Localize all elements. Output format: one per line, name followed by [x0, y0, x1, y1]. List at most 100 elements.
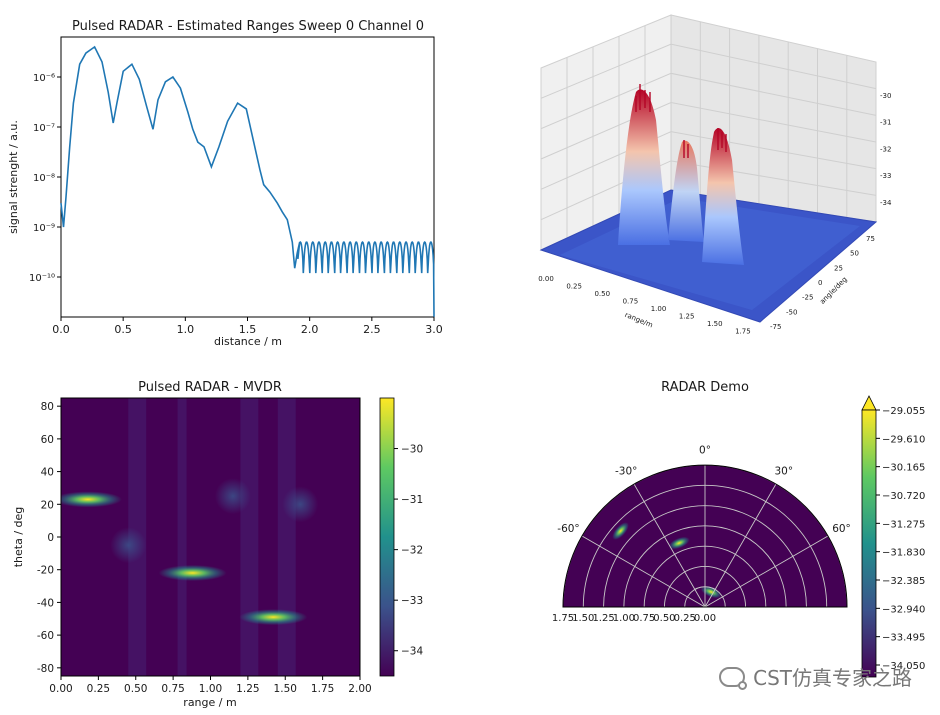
surface-3d-chart: 0.00 0.25 0.50 0.75 1.00 1.25 1.50 1.75 -75 -50 -2… [538, 14, 892, 335]
chart3-ytick-label: 20 [41, 499, 54, 511]
surface-ztick-label: -30 [880, 92, 891, 100]
polar-radial-label: 1.00 [613, 613, 635, 624]
polar-angle-label: -60° [557, 523, 579, 535]
surface-ytick-label: 0 [818, 279, 822, 287]
chart3-xtick-label: 1.25 [236, 683, 259, 695]
chart1-xtick-label: 1.5 [239, 323, 257, 336]
surface-xtick-label: 1.75 [735, 327, 751, 335]
polar-colorbar-tick-label: −34.050 [882, 661, 925, 672]
surface-ytick-label: -50 [786, 308, 797, 316]
chart3-xtick-label: 1.75 [311, 683, 334, 695]
surface-xtick-label: 1.00 [651, 305, 667, 313]
surface-ytick-label: 75 [866, 235, 875, 243]
surface-ytick-label: 50 [850, 250, 859, 258]
surface-gridline [540, 43, 877, 99]
surface-peak-3 [702, 128, 744, 265]
chart3-colorbar-tick-label: −33 [401, 595, 423, 607]
polar-colorbar-tick-label: −31.275 [882, 519, 925, 530]
chart1-xtick-label: 2.0 [301, 323, 319, 336]
polar-colorbar [861, 409, 877, 678]
polar-angle-label: -30° [615, 465, 637, 477]
polar-colorbar-ticks: −29.055 −29.610 −30.165 −30.720 −31.275 −31.8… [876, 406, 925, 672]
surface-peak-1 [618, 89, 670, 245]
chart1-ytick-label: 10⁻⁶ [33, 73, 55, 84]
chart1-xtick-label: 2.5 [363, 323, 381, 336]
mvdr-heatmap-chart: Pulsed RADAR - MVDR 0.00 0.25 0.50 0.75 1.00… [12, 380, 423, 709]
surface-xtick-label: 1.25 [679, 312, 695, 320]
chart1-ytick-label: 10⁻⁹ [33, 223, 55, 234]
polar-radial-label: 1.75 [552, 613, 574, 624]
heatmap-blob [61, 491, 122, 508]
chart3-ytick-label: -60 [37, 630, 54, 642]
surface-ylabel: angle/deg [818, 275, 848, 305]
surface-xtick-label: 1.50 [707, 320, 723, 328]
chart3-ytick-label: 80 [41, 401, 54, 413]
chart1-title: Pulsed RADAR - Estimated Ranges Sweep 0 … [72, 19, 424, 34]
polar-blob [700, 585, 722, 599]
heatmap-blob [214, 478, 251, 515]
chart1-ylabel: signal strenght / a.u. [7, 120, 20, 234]
surface-grid [540, 15, 877, 238]
chart3-xtick-label: 1.00 [199, 683, 222, 695]
polar-angle-label: 30° [774, 465, 793, 477]
polar-radial-label: 1.25 [592, 613, 614, 624]
chart3-colorbar-tick-label: −30 [401, 444, 423, 456]
heatmap-blob [158, 564, 227, 581]
surface-ytick-label: -25 [802, 294, 813, 302]
heatmap-ticks: 0.00 0.25 0.50 0.75 1.00 1.25 1.50 1.75 2.00 80 60… [37, 401, 372, 695]
surface-xtick-label: 0.00 [538, 275, 554, 283]
polar-radial-label: 0.50 [653, 613, 675, 624]
chart3-ytick-label: -20 [37, 565, 54, 577]
polar-colorbar-tick-label: −33.495 [882, 633, 925, 644]
heatmap-blob [110, 527, 147, 564]
heatmap-blob [239, 609, 308, 626]
surface-gridline [540, 72, 877, 130]
chart3-colorbar-tick-label: −31 [401, 494, 423, 506]
polar-colorbar-extend [861, 395, 877, 411]
surface-ztick-label: -33 [880, 172, 891, 180]
polar-spoke [704, 483, 777, 608]
chart1-xtick-label: 1.0 [177, 323, 195, 336]
heatmap-colorbar-ticks: −30 −31 −32 −33 −34 [394, 444, 423, 658]
heatmap-blob [282, 486, 319, 523]
chart3-ytick-label: -40 [37, 597, 54, 609]
polar-spoke [633, 483, 706, 608]
chart3-ytick-label: 0 [47, 532, 54, 544]
chart1-ticks: 0.0 0.5 1.0 1.5 2.0 2.5 3.0 10⁻¹⁰ 10⁻⁹ 10⁻⁸ 10⁻⁷ 10… [29, 73, 443, 336]
surface-peak-spikes [635, 84, 727, 158]
polar-colorbar-tick-label: −30.720 [882, 491, 925, 502]
heatmap-streak [277, 398, 296, 676]
polar-radial-label: 0.75 [633, 613, 655, 624]
heatmap-streak [240, 398, 259, 676]
chart3-ytick-label: 40 [41, 467, 54, 479]
chart1-xtick-label: 0.5 [114, 323, 132, 336]
chart1-xlabel: distance / m [214, 335, 282, 348]
surface-ytick-label: -75 [770, 323, 781, 331]
polar-colorbar-tick-label: −31.830 [882, 548, 925, 559]
chart3-xtick-label: 0.25 [87, 683, 110, 695]
surface-gridline [540, 131, 877, 190]
heatmap-background [61, 398, 360, 676]
chart1-ytick-label: 10⁻⁸ [33, 173, 55, 184]
chart3-xtick-label: 0.00 [49, 683, 72, 695]
surface-ztick-label: -34 [880, 199, 892, 207]
back-wall-right [670, 14, 877, 223]
chart3-xtick-label: 0.50 [124, 683, 147, 695]
heatmap-blobs [61, 398, 319, 676]
polar-radial-label: 0.00 [694, 613, 716, 624]
chart1-xtick-label: 3.0 [425, 323, 443, 336]
polar-blob [668, 536, 690, 550]
chart1-xtick-label: 0.0 [52, 323, 70, 336]
chart1-ytick-label: 10⁻¹⁰ [29, 273, 55, 284]
surface-xlabel: range/m [624, 311, 655, 330]
polar-grid [562, 464, 848, 608]
chart3-xlabel: range / m [183, 696, 236, 709]
polar-radial-label: 1.50 [572, 613, 594, 624]
surface-gridline [540, 160, 877, 221]
surface-xtick-label: 0.75 [623, 297, 639, 305]
watermark-text: CST仿真专家之路 [753, 666, 912, 690]
surface-gridline [540, 101, 877, 160]
surface-peak-2 [668, 140, 704, 242]
polar-colorbar-tick-label: −29.055 [882, 406, 925, 417]
polar-colorbar-tick-label: −32.385 [882, 576, 925, 587]
